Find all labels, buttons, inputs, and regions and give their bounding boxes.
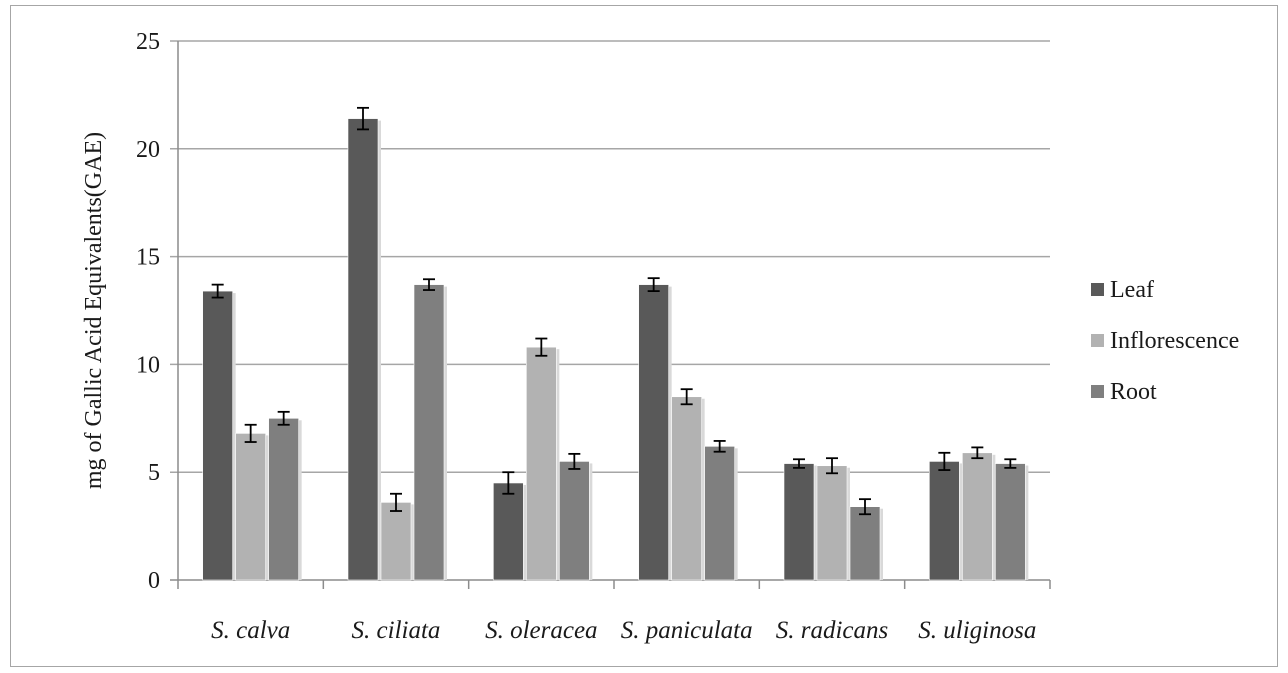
x-category-label: S. oleracea <box>485 617 597 644</box>
legend-swatch <box>1091 283 1104 296</box>
y-tick-label: 15 <box>136 245 160 271</box>
bar <box>671 396 702 581</box>
x-category-label: S. ciliata <box>352 617 441 644</box>
y-tick-label: 5 <box>148 460 160 486</box>
x-category-label: S. calva <box>211 617 290 644</box>
gridlines <box>170 40 1050 581</box>
bar <box>849 506 881 581</box>
bar <box>493 482 524 581</box>
x-category-labels: S. calva S. ciliata S. oleracea S. panicula… <box>211 617 1036 644</box>
bar <box>526 346 557 581</box>
bar <box>413 284 445 581</box>
bar <box>816 465 848 581</box>
bar <box>929 461 960 581</box>
x-category-label: S. uliginosa <box>918 617 1036 644</box>
x-category-label: S. paniculata <box>621 617 753 644</box>
bar <box>347 118 379 581</box>
bar <box>202 290 233 581</box>
y-tick-labels: 0 5 10 15 20 25 <box>136 29 160 594</box>
bar <box>235 433 266 581</box>
legend-label: Inflorescence <box>1110 328 1239 354</box>
bar <box>268 417 299 581</box>
legend: Leaf Inflorescence Root <box>1091 277 1239 405</box>
y-tick-label: 10 <box>136 352 160 378</box>
axes <box>177 41 1051 589</box>
legend-swatch <box>1091 334 1104 347</box>
error-bars <box>211 106 1017 516</box>
y-tick-label: 25 <box>136 29 160 55</box>
legend-swatch <box>1091 385 1104 398</box>
bars <box>202 118 1029 581</box>
legend-label: Root <box>1110 379 1157 405</box>
bar <box>962 452 993 581</box>
bar <box>783 463 815 581</box>
bar <box>380 502 412 581</box>
y-tick-label: 0 <box>148 568 160 594</box>
y-tick-label: 20 <box>136 137 160 163</box>
x-category-label: S. radicans <box>776 617 889 644</box>
y-axis-title: mg of Gallic Acid Equivalents(GAE) <box>81 132 107 489</box>
bar <box>704 446 735 581</box>
bar <box>638 284 669 581</box>
legend-label: Leaf <box>1110 277 1154 303</box>
bar <box>559 461 590 581</box>
bar <box>995 463 1026 581</box>
